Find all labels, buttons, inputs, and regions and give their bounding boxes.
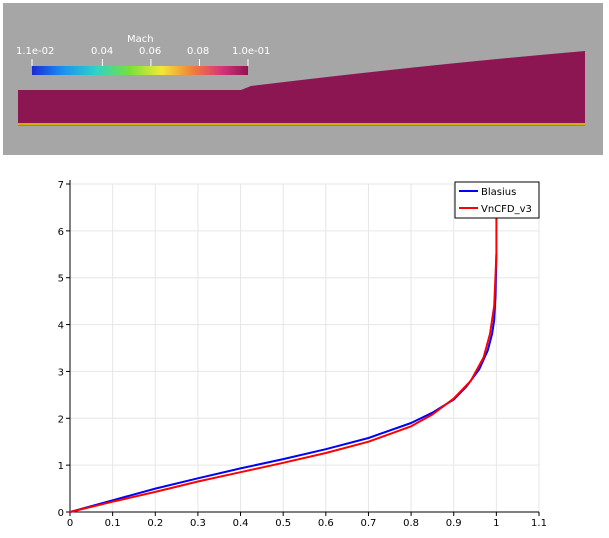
colorbar-label-3: 0.08	[187, 46, 209, 57]
mach-contour-view: Mach 1.1e-02 0.04 0.06 0.08 1.0e-01	[16, 34, 585, 126]
y-tick-label-5: 5	[58, 274, 64, 285]
colorbar-ticks	[31, 59, 249, 66]
axes: 0 0.1 0.2 0.3 0.4 0.5 0.6 0.7 0.8 0.9 1 1.1 0 1 2 3 4 5 6 7	[58, 180, 547, 529]
y-tick-label-3: 3	[58, 367, 64, 378]
velocity-profile-chart: 0 0.1 0.2 0.3 0.4 0.5 0.6 0.7 0.8 0.9 1 1.1 0 1 2 3 4 5 6 7…	[58, 180, 547, 529]
series-line-blasius	[69, 254, 498, 513]
y-tick-label-0: 0	[58, 508, 64, 519]
legend-label-blasius: Blasius	[481, 187, 516, 198]
boundary-layer-strip-green	[18, 125, 585, 126]
boundary-layer-strip	[18, 123, 585, 125]
y-tick-label-6: 6	[58, 227, 64, 238]
colorbar-label-2: 0.06	[139, 46, 161, 57]
y-tick-label-7: 7	[58, 180, 64, 191]
legend-box	[454, 181, 540, 219]
colorbar-label-0: 1.1e-02	[16, 46, 54, 57]
x-tick-label-1: 0.1	[105, 518, 121, 529]
y-tick-label-4: 4	[58, 321, 64, 332]
colorbar-label-1: 0.04	[91, 46, 113, 57]
y-tick-label-1: 1	[58, 461, 64, 472]
x-tick-label-9: 0.9	[446, 518, 462, 529]
x-tick-label-7: 0.7	[361, 518, 377, 529]
x-tick-label-0: 0	[67, 518, 73, 529]
series-line-vncfd-v3	[69, 212, 498, 513]
x-tick-label-10: 1	[493, 518, 499, 529]
colorbar-label-4: 1.0e-01	[232, 46, 270, 57]
x-tick-label-11: 1.1	[531, 518, 547, 529]
x-tick-label-5: 0.5	[275, 518, 291, 529]
flow-domain	[18, 51, 585, 123]
colorbar-title: Mach	[127, 34, 154, 45]
y-tick-label-2: 2	[58, 414, 64, 425]
x-tick-label-3: 0.3	[190, 518, 206, 529]
legend: Blasius VnCFD_v3	[454, 181, 540, 219]
x-tick-label-8: 0.8	[403, 518, 419, 529]
x-tick-label-2: 0.2	[147, 518, 163, 529]
series	[69, 212, 498, 513]
colorbar	[32, 66, 248, 75]
mach-contour-panel: Mach 1.1e-02 0.04 0.06 0.08 1.0e-01	[3, 3, 603, 155]
x-tick-label-6: 0.6	[318, 518, 334, 529]
x-tick-label-4: 0.4	[233, 518, 249, 529]
legend-label-vncfd: VnCFD_v3	[481, 204, 532, 215]
grid	[69, 183, 540, 513]
